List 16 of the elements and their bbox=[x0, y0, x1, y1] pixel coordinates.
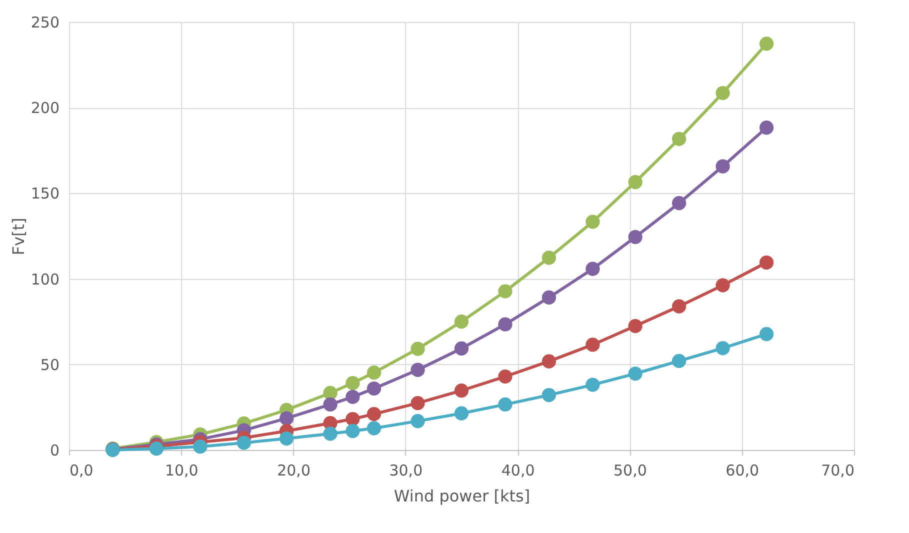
y-tick-label: 200 bbox=[30, 99, 60, 118]
x-tick-label: 10,0 bbox=[164, 462, 198, 480]
y-tick-label: 50 bbox=[40, 356, 60, 374]
x-tick-label: 70,0 bbox=[821, 462, 854, 480]
x-axis-title: Wind power [kts] bbox=[394, 486, 530, 506]
y-tick-label: 100 bbox=[30, 270, 60, 288]
y-tick-label: 0 bbox=[50, 442, 60, 460]
y-tick-label: 150 bbox=[30, 184, 60, 203]
x-tick-label: 60,0 bbox=[726, 462, 760, 480]
y-axis-title: Fv[t] bbox=[8, 218, 28, 256]
x-tick-label: 20,0 bbox=[277, 462, 310, 480]
x-tick-label: 40,0 bbox=[501, 462, 535, 480]
x-tick-label: 50,0 bbox=[614, 462, 647, 480]
y-tick-label: 250 bbox=[30, 14, 60, 32]
x-tick-label: 30,0 bbox=[389, 462, 423, 480]
x-tick-label: 0,0 bbox=[70, 462, 94, 480]
